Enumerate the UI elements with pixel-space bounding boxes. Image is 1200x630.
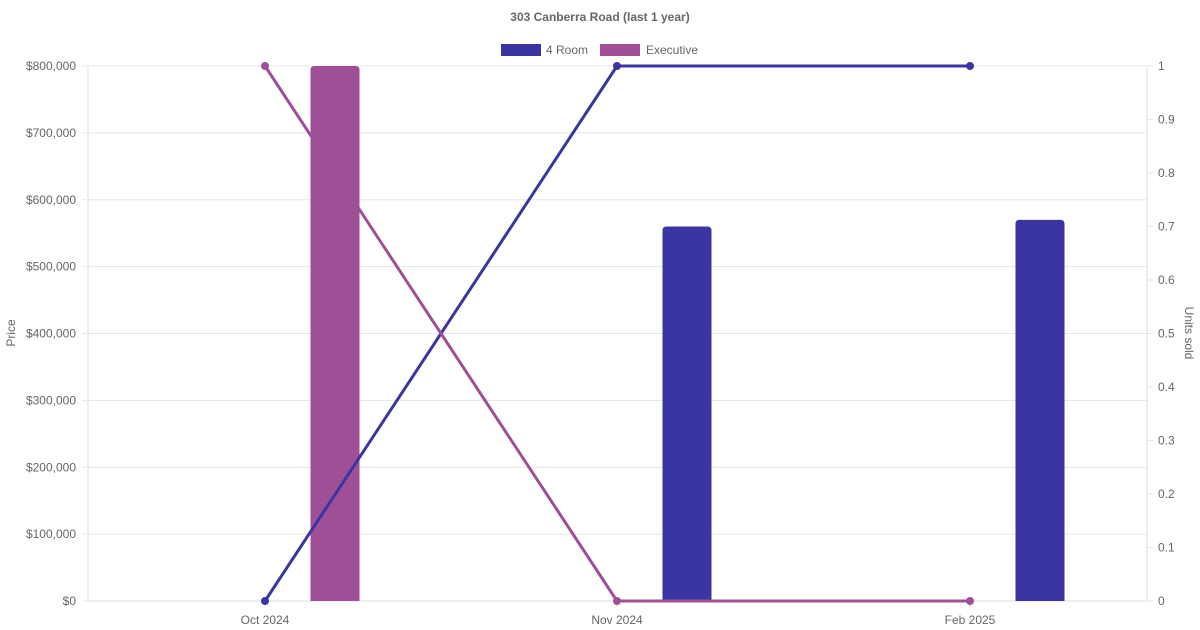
left-tick-label: $0 — [63, 594, 77, 608]
right-tick-label: 0.8 — [1158, 166, 1175, 180]
right-y-axis: 0 0.1 0.2 0.3 0.4 0.5 0.6 0.7 0.8 0.9 1 — [1147, 59, 1175, 608]
right-tick-label: 0.1 — [1158, 541, 1175, 555]
left-tick-label: $100,000 — [26, 527, 76, 541]
right-tick-label: 0.4 — [1158, 380, 1175, 394]
x-tick-label: Nov 2024 — [591, 613, 643, 627]
left-tick-label: $500,000 — [26, 260, 76, 274]
legend-swatch-executive[interactable] — [600, 44, 640, 56]
legend: 4 Room Executive — [501, 43, 698, 57]
left-tick-label: $600,000 — [26, 193, 76, 207]
legend-label-executive[interactable]: Executive — [646, 43, 698, 57]
executive-price-bar[interactable] — [310, 66, 360, 601]
x-tick-label: Feb 2025 — [945, 613, 996, 627]
right-tick-label: 0.7 — [1158, 220, 1175, 234]
right-tick-label: 1 — [1158, 59, 1165, 73]
left-y-axis: $0 $100,000 $200,000 $300,000 $400,000 $500,0… — [26, 59, 76, 608]
left-tick-label: $400,000 — [26, 327, 76, 341]
4-room-price-bar[interactable] — [662, 226, 712, 602]
left-tick-label: $700,000 — [26, 126, 76, 140]
legend-swatch-4-room[interactable] — [501, 44, 541, 56]
right-tick-label: 0.3 — [1158, 434, 1175, 448]
left-tick-label: $800,000 — [26, 59, 76, 73]
left-tick-label: $200,000 — [26, 460, 76, 474]
executive-units-point[interactable] — [966, 597, 974, 605]
grid-lines — [82, 65, 1148, 602]
4-room-price-bar[interactable] — [1015, 219, 1065, 601]
chart-title: 303 Canberra Road (last 1 year) — [510, 10, 689, 24]
right-tick-label: 0.6 — [1158, 273, 1175, 287]
executive-units-point[interactable] — [613, 597, 621, 605]
4-room-units-point[interactable] — [966, 62, 974, 70]
executive-units-point[interactable] — [261, 62, 269, 70]
left-axis-title: Price — [4, 319, 18, 347]
lines-layer — [261, 62, 974, 605]
right-axis-title: Units sold — [1182, 307, 1196, 360]
4-room-units-point[interactable] — [261, 597, 269, 605]
right-tick-label: 0.9 — [1158, 113, 1175, 127]
legend-label-4-room[interactable]: 4 Room — [546, 43, 588, 57]
left-tick-label: $300,000 — [26, 393, 76, 407]
right-tick-label: 0.2 — [1158, 487, 1175, 501]
bars-layer — [310, 66, 1065, 602]
4-room-units-point[interactable] — [613, 62, 621, 70]
right-tick-label: 0 — [1158, 594, 1165, 608]
right-tick-label: 0.5 — [1158, 327, 1175, 341]
x-tick-label: Oct 2024 — [241, 613, 290, 627]
